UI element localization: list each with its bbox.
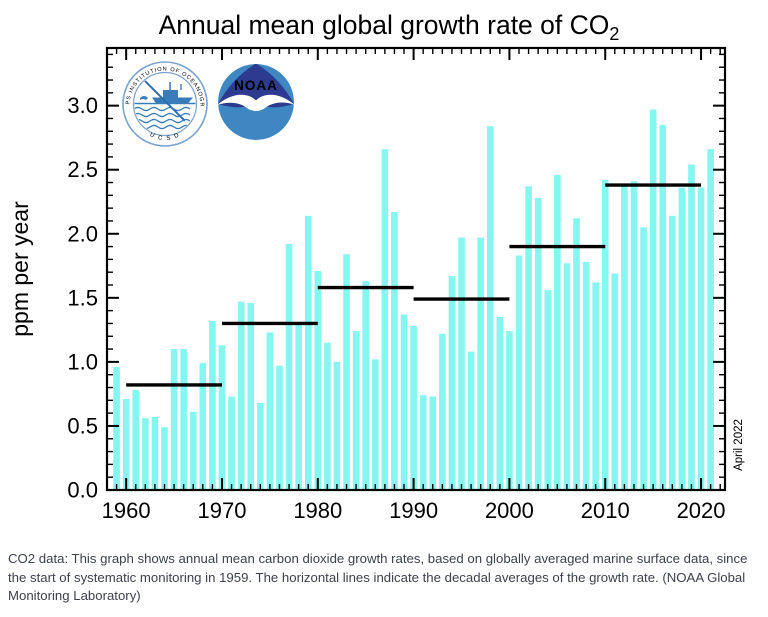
bar-1963 [151, 416, 159, 490]
bar-1981 [324, 342, 331, 490]
bar-1968 [199, 363, 207, 490]
date-annotation: April 2022 [733, 419, 745, 471]
bar-1980 [314, 270, 322, 490]
x-tick-label-2000: 2000 [485, 498, 534, 523]
bar-2003 [534, 197, 542, 490]
bar-1984 [352, 331, 360, 490]
x-tick-label-1970: 1970 [198, 498, 247, 523]
bar-2021 [707, 149, 714, 490]
bar-2012 [621, 183, 628, 491]
bar-1974 [257, 402, 264, 490]
bar-1973 [247, 302, 255, 490]
decadal-average-lines [126, 183, 702, 387]
chart-title: Annual mean global growth rate of CO2 [159, 10, 620, 44]
bar-2010 [601, 179, 609, 490]
scripps-ring-text-bottom: U C S D [149, 132, 182, 142]
axes [105, 46, 727, 492]
y-tick-label-2.5: 2.5 [67, 157, 98, 182]
bar-1991 [419, 395, 427, 490]
bar-1972 [237, 301, 245, 490]
bar-2018 [678, 187, 686, 490]
bar-1987 [381, 149, 389, 490]
bar-2005 [554, 174, 561, 490]
bar-2007 [573, 218, 580, 490]
x-tick-label-2020: 2020 [677, 498, 726, 523]
bar-2017 [669, 215, 676, 490]
bar-1976 [276, 365, 283, 490]
bar-1998 [486, 126, 494, 491]
x-tick-label-1980: 1980 [293, 498, 342, 523]
bar-1999 [496, 317, 504, 490]
bar-1985 [362, 281, 369, 490]
y-tick-label-3.0: 3.0 [67, 93, 98, 118]
y-tick-label-1.5: 1.5 [67, 285, 98, 310]
noaa-wordmark: NOAA [234, 78, 278, 93]
y-tick-label-1.0: 1.0 [67, 349, 98, 374]
bar-1967 [189, 411, 197, 490]
bar-2020 [697, 187, 705, 490]
bar-1964 [161, 427, 168, 490]
bar-2006 [563, 263, 571, 490]
bar-2019 [688, 164, 695, 490]
bar-2009 [592, 282, 599, 490]
bar-1959 [113, 367, 120, 490]
bar-1970 [218, 345, 226, 490]
plot-border [105, 46, 727, 492]
bar-1983 [343, 254, 350, 490]
tick-labels: 1960 1970 1980 1990 2000 2010 2020 0.0 0.5 1.0 1.5… [67, 93, 725, 523]
bar-1986 [371, 359, 379, 490]
bar-2013 [630, 181, 638, 491]
bar-2000 [506, 331, 513, 490]
bar-1994 [448, 276, 456, 490]
chart-figure: Annual mean global growth rate of CO2 19… [0, 0, 745, 523]
bar-1960 [122, 399, 130, 490]
bar-2004 [544, 290, 552, 490]
y-tick-label-0.0: 0.0 [67, 478, 98, 503]
y-tick-label-0.5: 0.5 [67, 413, 98, 438]
y-axis-label: ppm per year [7, 201, 33, 337]
bar-1977 [285, 244, 293, 490]
bar-2016 [659, 124, 667, 491]
bar-2008 [582, 261, 590, 490]
co2-growth-rate-chart: Annual mean global growth rate of CO2 19… [0, 0, 745, 523]
x-tick-label-1960: 1960 [102, 498, 151, 523]
bars-group [113, 109, 714, 491]
bar-1971 [228, 396, 235, 490]
bar-2001 [515, 255, 523, 490]
bar-2015 [649, 109, 657, 490]
small-boat [140, 96, 148, 100]
figure-caption: CO2 data: This graph shows annual mean c… [8, 551, 748, 604]
bar-1997 [477, 237, 484, 490]
bar-1969 [209, 320, 216, 490]
x-tick-label-1990: 1990 [389, 498, 438, 523]
bar-1993 [439, 333, 446, 490]
bar-1965 [170, 349, 178, 490]
bar-1992 [429, 396, 437, 490]
bar-1962 [142, 418, 149, 490]
bar-2011 [611, 273, 619, 490]
chart-title-subscript: 2 [609, 24, 619, 44]
x-tick-label-2010: 2010 [581, 498, 630, 523]
bar-1982 [333, 361, 341, 490]
seagull-icon [218, 94, 294, 111]
bar-1988 [391, 211, 398, 491]
bar-2002 [525, 186, 532, 490]
bar-1995 [458, 237, 465, 490]
noaa-logo-icon: NOAA [218, 64, 294, 140]
bar-1990 [410, 326, 417, 490]
bar-1975 [266, 332, 274, 490]
ship-superstructure [163, 90, 178, 98]
bar-1989 [400, 314, 408, 490]
bar-1966 [180, 349, 187, 490]
bar-1996 [467, 351, 475, 490]
bar-2014 [640, 227, 647, 491]
y-tick-label-2.0: 2.0 [67, 221, 98, 246]
bar-1978 [295, 324, 302, 490]
ship-hull [152, 97, 193, 104]
bar-1979 [304, 215, 312, 490]
bar-1961 [132, 390, 140, 490]
